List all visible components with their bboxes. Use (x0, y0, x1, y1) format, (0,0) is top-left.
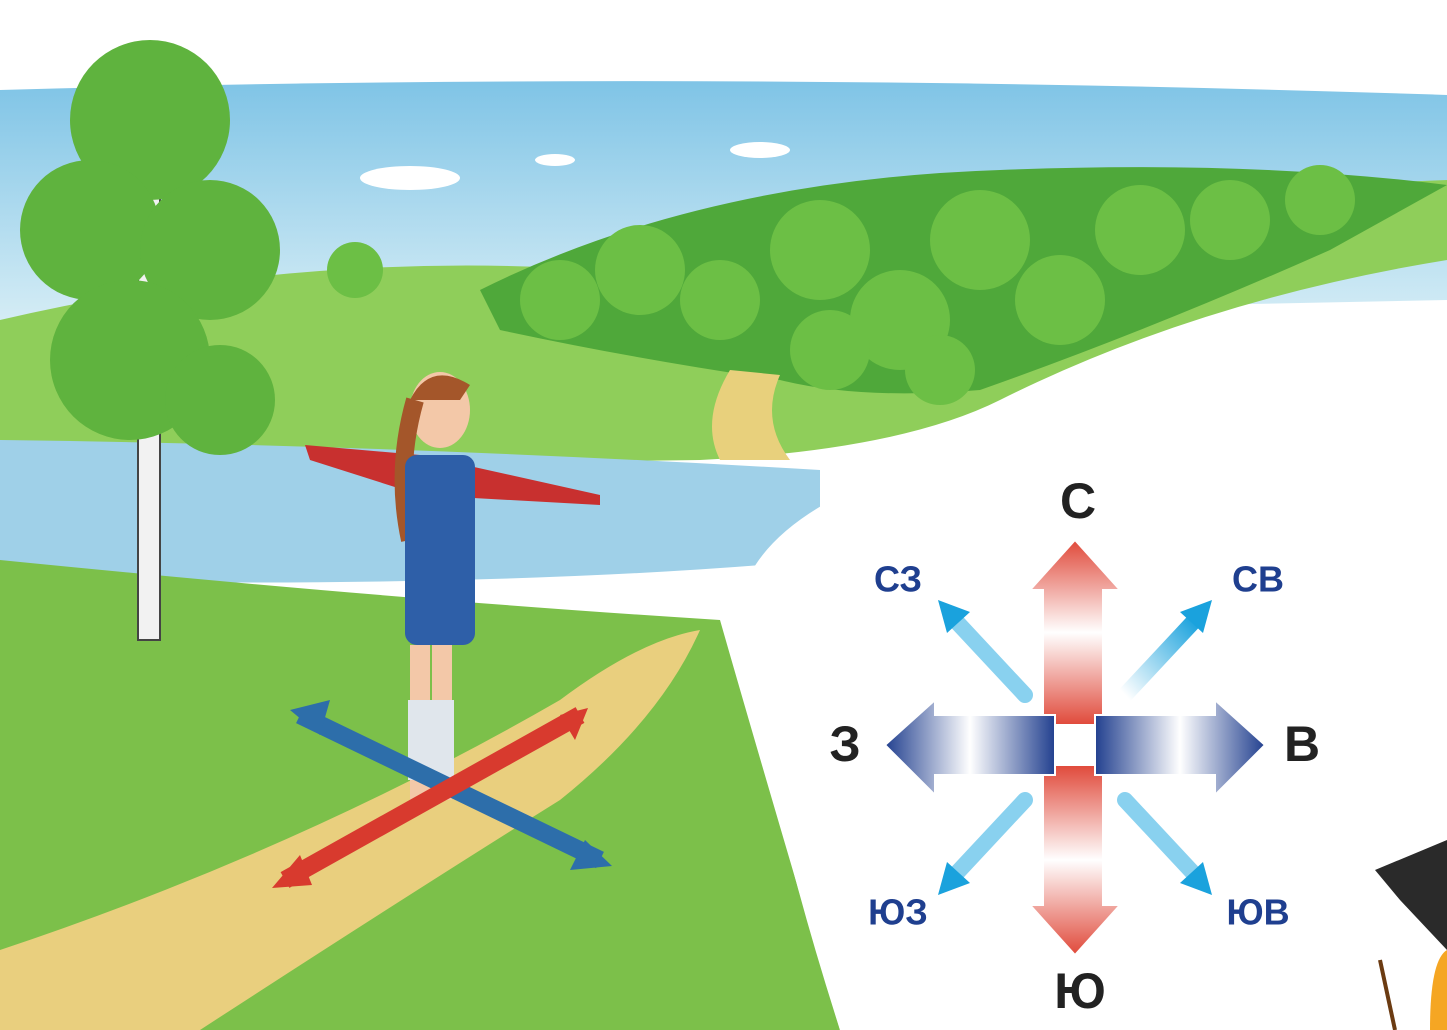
scene (0, 0, 1447, 1030)
label-northwest: СЗ (874, 559, 922, 600)
label-south: Ю (1054, 963, 1106, 1019)
label-southwest: ЮЗ (868, 892, 928, 933)
label-east: В (1284, 716, 1320, 772)
illustration: С Ю З В СЗ СВ ЮЗ ЮВ (0, 0, 1447, 1030)
label-southeast: ЮВ (1226, 892, 1289, 933)
label-west: З (829, 716, 860, 772)
label-northeast: СВ (1232, 559, 1284, 600)
label-north: С (1060, 473, 1096, 529)
